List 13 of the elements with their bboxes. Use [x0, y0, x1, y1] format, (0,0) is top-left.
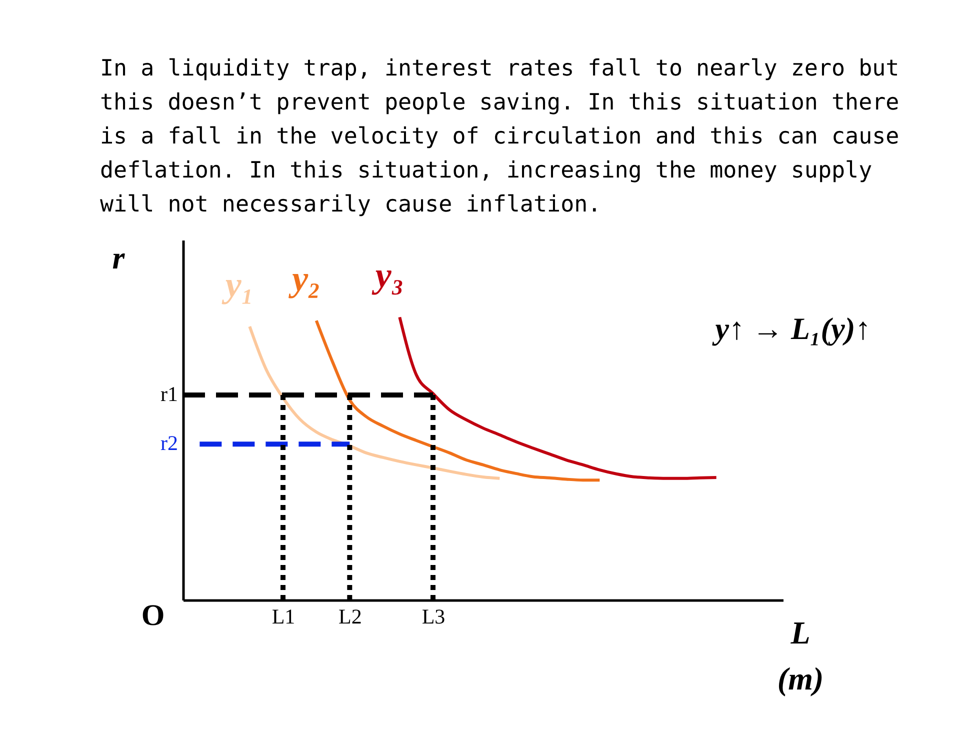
y-axis-title: r — [112, 240, 126, 276]
x-axis-title: L (m) — [777, 614, 824, 696]
series-label: y₃ — [371, 255, 404, 296]
x-tick-label: L2 — [338, 604, 362, 628]
annotation: y↑ → L₁(y)↑ — [711, 311, 871, 346]
x-tick-label: L1 — [272, 604, 296, 628]
x-tick-label: L3 — [422, 604, 446, 628]
series-label: y₁ — [221, 264, 254, 305]
series-label: r2 — [160, 431, 178, 456]
series-label: r1 — [160, 382, 178, 406]
text: O — [141, 599, 165, 632]
series-label: y₂ — [288, 258, 321, 299]
chart-title: In a liquidity trap, interest rates fall to nearly zero but this doesn’t prevent people saving. In this situation there is a fall in the velocity of circulation and this can cause deflation. In this situation, increasing the money supply will not necessarily cause inflation. — [100, 56, 900, 218]
